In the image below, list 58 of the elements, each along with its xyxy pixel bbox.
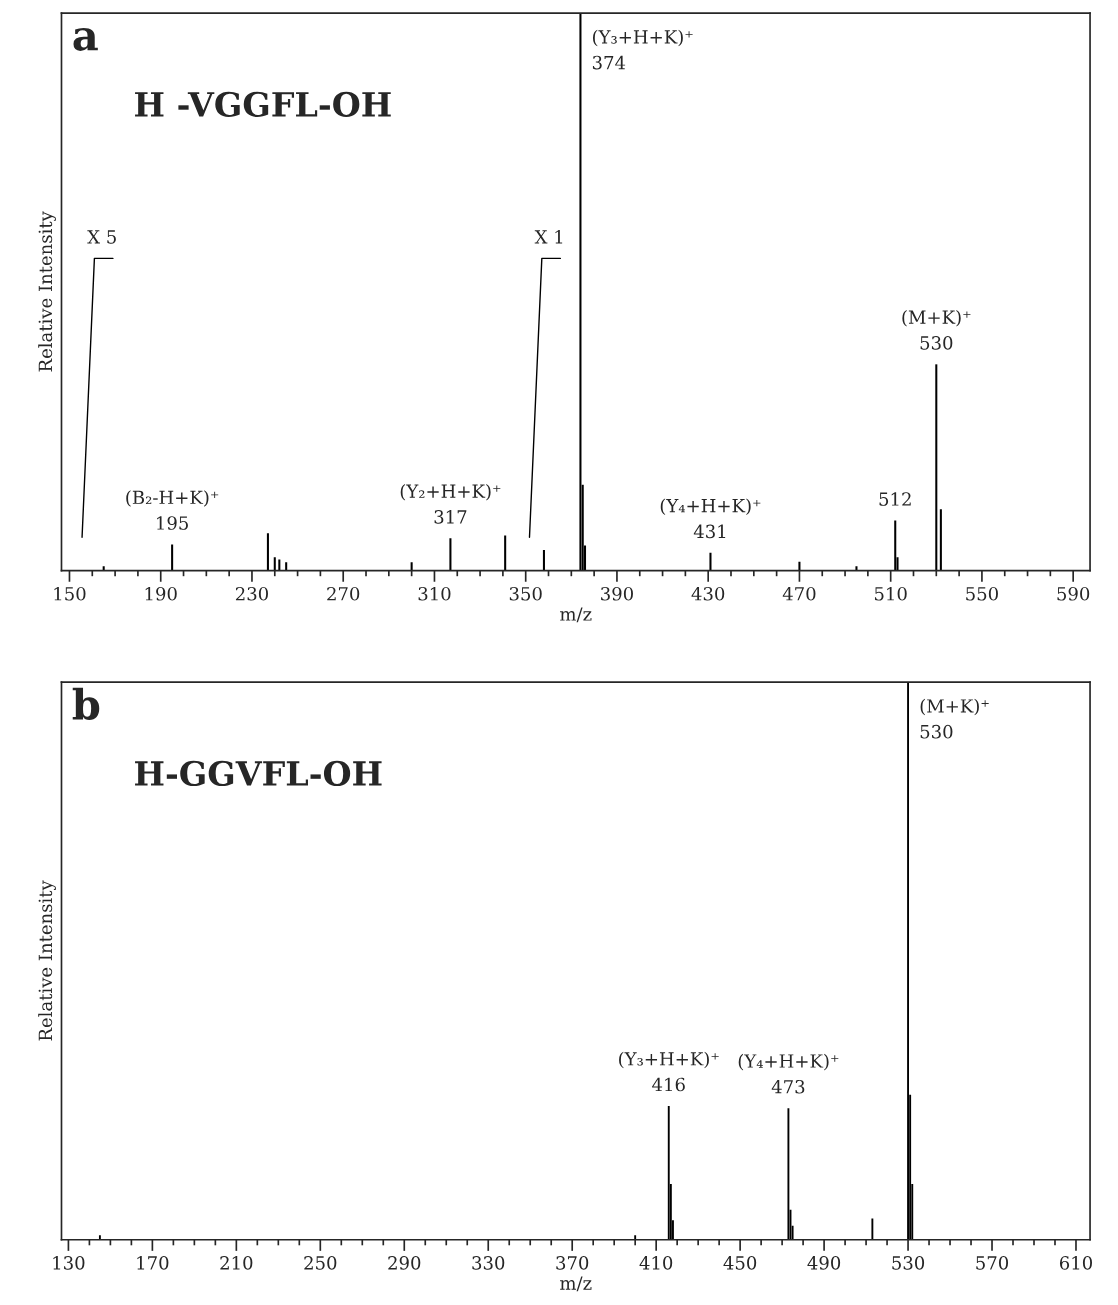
annotation: (B₂-H+K)⁺ 195 [126,490,219,530]
x-tick-label: 490 [807,1256,841,1270]
x-tick-label: 270 [327,586,360,601]
x-tick-label: 530 [892,1256,925,1270]
x-tick-label: 230 [235,586,268,601]
chart-title: a [73,28,98,51]
x-axis-title: m/z [560,607,592,623]
annotation: X 5 [87,230,116,244]
x-tick-label: 390 [601,586,633,601]
x-tick-label: 130 [53,1256,85,1270]
text: H-GGVFL-OH [135,760,382,787]
bar [285,562,288,571]
x-tick-label: 370 [556,1256,589,1270]
text: H -VGGFL-OH [135,91,391,117]
annotation: (Y₃+H+K)⁺ 416 [619,1051,719,1092]
annotation: (Y₂+H+K)⁺ 317 [400,484,501,524]
annotation: (M+K)⁺ 530 [920,698,989,739]
x-tick-label: 450 [723,1256,757,1270]
bar [278,559,281,571]
annotation: X 1 [534,230,563,244]
bar [273,557,276,571]
annotation: 512 [879,492,911,506]
bar [935,364,938,571]
x-tick-label: 610 [1059,1256,1093,1270]
bar [410,562,413,571]
x-tick-label: 510 [874,586,907,601]
x-tick-label: 570 [976,1256,1009,1270]
bar [894,520,897,571]
bar [542,550,545,571]
annotation: (Y₃+H+K)⁺ 374 [592,29,693,70]
y-axis-title: Relative Intensity [38,880,56,1041]
bar [579,13,582,571]
x-tick-label: 170 [137,1256,169,1270]
x-tick-label: 590 [1057,586,1090,601]
annotation: (M+K)⁺ 530 [902,310,971,350]
x-tick-label: 150 [54,586,86,601]
bar [709,552,712,571]
x-tick-label: 210 [220,1256,253,1270]
bar [939,509,942,571]
x-tick-label: 330 [472,1256,505,1270]
annotation: (Y₄+H+K)⁺ 431 [660,498,761,539]
x-tick-label: 410 [639,1256,673,1270]
x-tick-label: 430 [691,586,725,601]
bar [449,538,452,571]
x-tick-label: 250 [304,1256,337,1270]
x-tick-label: 290 [388,1256,421,1270]
annotation: (Y₄+H+K)⁺ 473 [738,1053,839,1094]
bar [171,544,174,571]
chart-title: b [72,687,100,720]
x-tick-label: 350 [509,586,542,601]
y-axis-title: Relative Intensity [38,211,56,372]
bar [504,535,507,571]
x-tick-label: 310 [418,586,451,601]
x-tick-label: 470 [782,586,816,601]
x-axis-title: m/z [560,1276,592,1292]
x-tick-label: 550 [966,586,998,601]
x-tick-label: 190 [145,586,177,601]
bar [266,533,269,571]
